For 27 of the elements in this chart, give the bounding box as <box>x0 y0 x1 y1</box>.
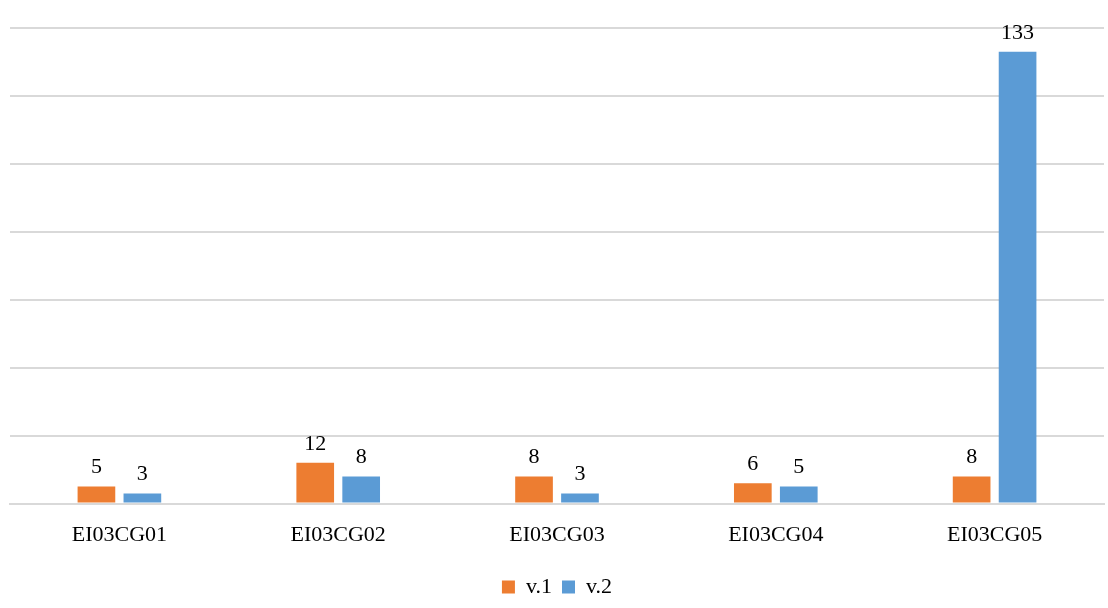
bar <box>779 486 818 503</box>
data-label: 6 <box>747 450 759 475</box>
data-label: 3 <box>136 460 148 486</box>
bar <box>515 476 553 503</box>
data-label: 133 <box>1001 18 1035 44</box>
bar <box>296 462 335 503</box>
x-tick-label: EI03CG04 <box>728 520 824 546</box>
x-tick-label: EI03CG01 <box>71 520 168 546</box>
legend-label: v.1 <box>525 572 553 598</box>
bar <box>561 493 599 503</box>
x-tick-label: EI03CG03 <box>509 520 605 546</box>
data-label: 8 <box>355 443 367 469</box>
bar <box>77 486 116 503</box>
data-label: 5 <box>793 453 805 479</box>
bar <box>342 476 381 503</box>
bar <box>952 476 991 503</box>
x-tick-label: EI03CG05 <box>946 520 1043 546</box>
bar <box>998 51 1037 503</box>
data-label: 12 <box>304 429 327 455</box>
bar <box>123 493 162 503</box>
legend-label: v.2 <box>586 572 613 598</box>
x-tick-label: EI03CG02 <box>290 520 386 546</box>
data-label: 5 <box>90 453 102 479</box>
data-label: 3 <box>574 460 586 486</box>
data-label: 8 <box>966 443 978 469</box>
data-label: 8 <box>528 443 540 469</box>
bar <box>733 483 772 503</box>
